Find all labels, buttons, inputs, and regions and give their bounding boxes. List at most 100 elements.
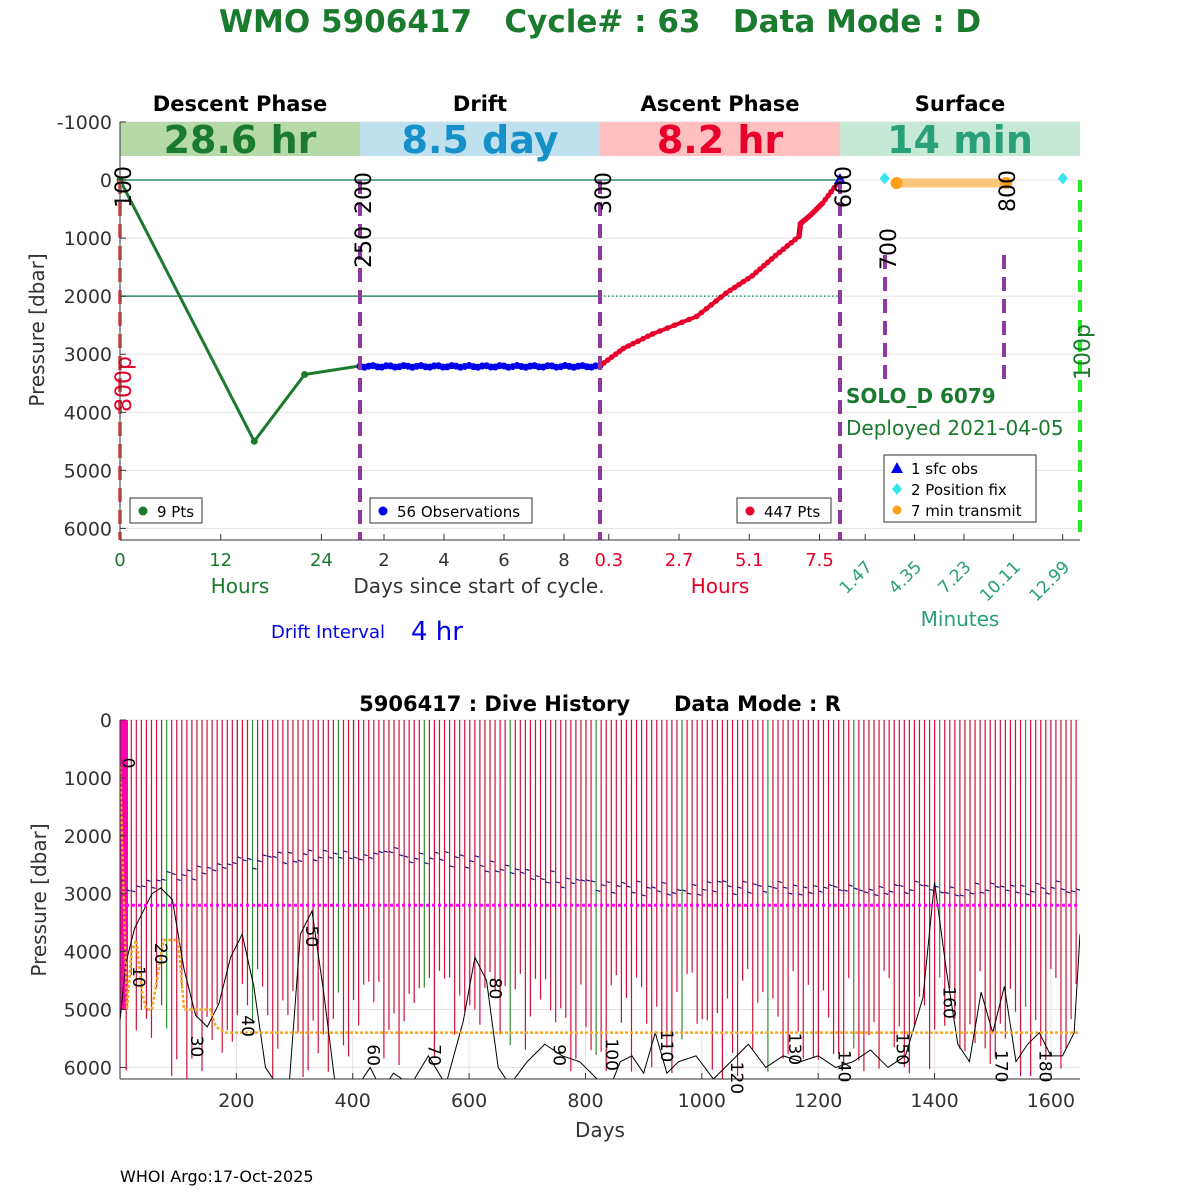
cycle-label: 80	[484, 978, 504, 1000]
top-x-tick-label: 0	[114, 550, 125, 571]
drift-segment	[803, 886, 808, 889]
drift-segment	[995, 885, 1000, 889]
drift-segment	[469, 860, 475, 863]
legend-marker	[745, 506, 755, 516]
ascent-point	[761, 262, 767, 269]
drift-segment	[176, 878, 181, 882]
ascent-point	[635, 338, 641, 344]
page-title: WMO 5906417 Cycle# : 63 Data Mode : D	[218, 4, 982, 40]
drift-segment	[302, 852, 308, 856]
top-y-tick-label: 3000	[64, 344, 112, 366]
legend-marker	[138, 506, 148, 516]
drift-segment	[540, 877, 545, 881]
phase-duration-band	[120, 122, 360, 156]
drift-segment	[843, 889, 848, 892]
drift-segment	[813, 884, 818, 888]
legend-label: 2 Position fix	[911, 481, 1007, 499]
cycle-label: 10	[128, 966, 148, 988]
drift-segment	[474, 855, 480, 858]
drift-segment	[848, 884, 853, 887]
cycle-label: 120	[726, 1062, 746, 1094]
drift-segment	[858, 889, 864, 892]
phase-marker-label: 100p	[1071, 324, 1096, 380]
cycle-label: 30	[186, 1036, 206, 1058]
ascent-point	[645, 333, 651, 340]
drift-segment	[742, 880, 747, 883]
top-y-tick-label: 0	[100, 170, 112, 192]
drift-segment	[934, 885, 939, 888]
drift-segment	[530, 877, 535, 881]
drift-segment	[707, 881, 712, 884]
drift-segment	[818, 890, 823, 893]
drift-segment	[201, 872, 207, 875]
ascent-point	[753, 269, 759, 276]
ascent-point	[792, 236, 798, 243]
phase-x-unit: Hours	[211, 574, 270, 598]
drift-segment	[232, 861, 237, 865]
phase-name: Surface	[915, 92, 1005, 116]
drift-segment	[348, 857, 353, 860]
cycle-label: 50	[301, 926, 321, 948]
ascent-point	[723, 290, 729, 297]
legend-marker	[891, 462, 903, 473]
top-y-tick-label: 2000	[64, 286, 112, 308]
drift-segment	[828, 883, 833, 887]
drift-segment	[267, 855, 272, 858]
drift-segment	[696, 893, 702, 896]
drift-segment	[555, 881, 560, 884]
cycle-label: 90	[548, 1044, 568, 1066]
drift-segment	[459, 854, 464, 857]
drift-segment	[646, 886, 651, 889]
bottom-x-tick-label: 1600	[1027, 1090, 1075, 1112]
ascent-point	[640, 335, 646, 342]
drift-segment	[196, 865, 202, 868]
top-x-tick-label: 8	[558, 550, 569, 571]
drift-segment	[979, 891, 985, 894]
drift-segment	[1060, 888, 1066, 891]
ascent-point	[649, 331, 656, 337]
bottom-ylabel: Pressure [dbar]	[27, 823, 51, 976]
drift-segment	[676, 888, 682, 892]
top-x-tick-label: 2.7	[665, 550, 694, 571]
cycle-label: 160	[938, 986, 958, 1018]
drift-segment	[717, 880, 722, 883]
ascent-point	[736, 281, 742, 288]
top-y-tick-label: 5000	[64, 460, 112, 482]
drift-segment	[186, 869, 192, 872]
drift-segment	[515, 868, 520, 871]
bottom-x-tick-label: 200	[218, 1090, 254, 1112]
drift-segment	[363, 853, 368, 857]
drift-segment	[838, 888, 843, 892]
drift-segment	[252, 867, 257, 870]
drift-segment	[287, 851, 293, 854]
top-x-tick-label: 6	[498, 550, 509, 571]
drift-segment	[318, 856, 323, 859]
phase-marker-label: 800	[996, 170, 1021, 212]
legend-label: 9 Pts	[157, 503, 194, 521]
ascent-point	[768, 256, 775, 262]
bottom-y-tick-label: 1000	[64, 768, 112, 790]
drift-segment	[136, 885, 141, 888]
drift-segment	[727, 885, 732, 888]
drift-segment	[398, 854, 404, 857]
drift-segment	[494, 870, 500, 873]
drift-segment	[808, 891, 813, 894]
drift-segment	[944, 891, 949, 894]
drift-segment	[146, 879, 151, 882]
ascent-point	[620, 345, 627, 352]
cycle-label: 110	[656, 1030, 676, 1062]
drift-segment	[211, 869, 217, 872]
legend-label: 7 min transmit	[911, 502, 1022, 520]
drift-segment	[1005, 889, 1010, 892]
phase-name: Ascent Phase	[641, 92, 800, 116]
ascent-point	[731, 284, 738, 291]
drift-segment	[272, 855, 277, 859]
bottom-y-tick-label: 6000	[64, 1057, 112, 1079]
drift-segment	[661, 881, 667, 885]
drift-segment	[403, 855, 409, 858]
ascent-point	[788, 239, 795, 246]
ascent-point	[713, 298, 719, 304]
drift-segment	[222, 866, 227, 870]
bottom-axes: 200 400 600 800 1000 1200 1400 1600010002000300…	[64, 710, 1080, 1112]
drift-segment	[520, 871, 525, 874]
